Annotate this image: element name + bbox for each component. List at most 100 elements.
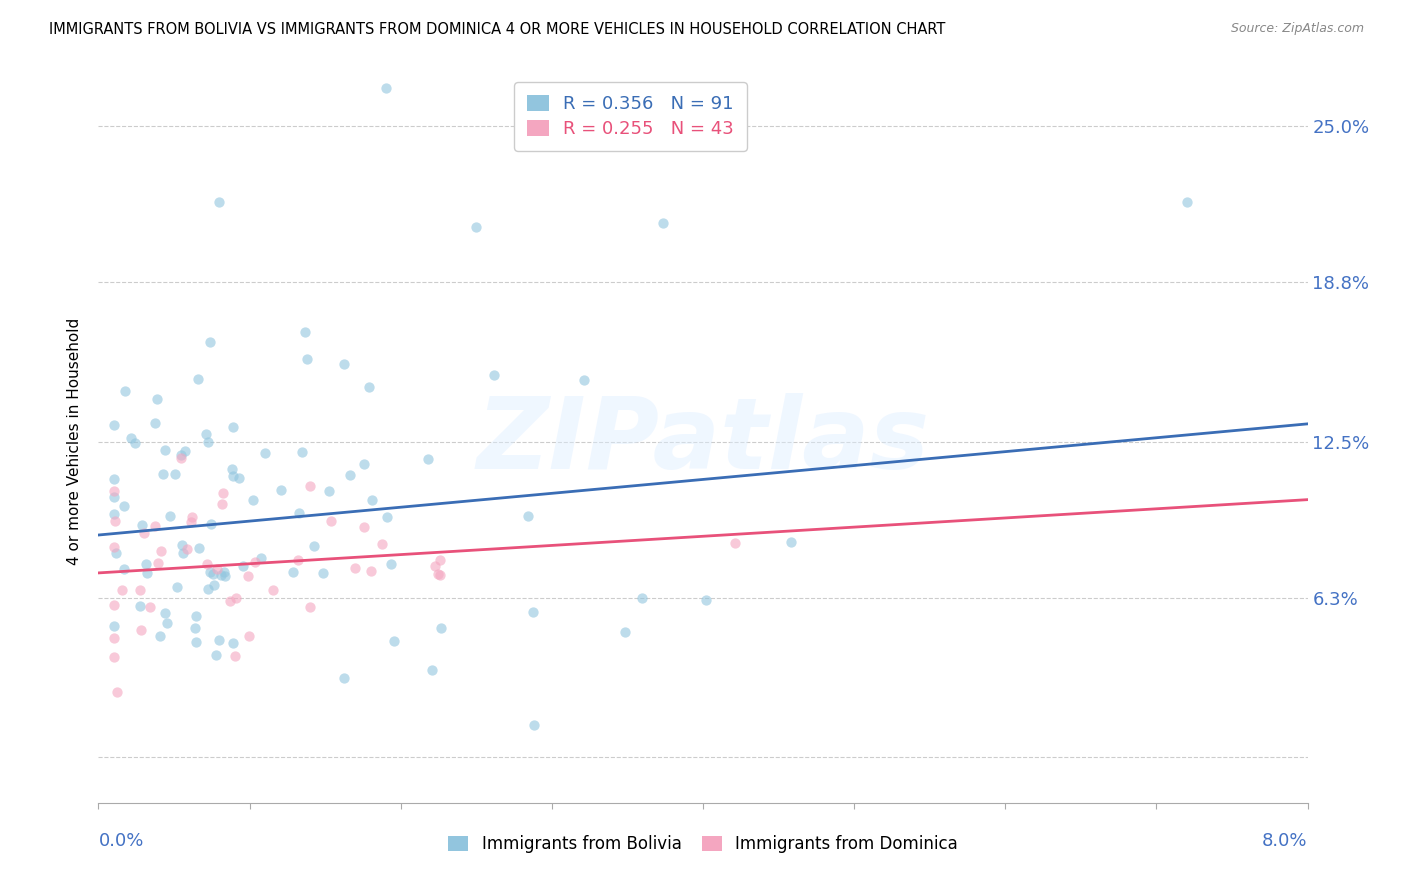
Point [357,379,380,393]
Point [360,493,382,508]
Point [238,569,260,583]
Point [218,594,240,608]
Legend: Immigrants from Bolivia, Immigrants from Dominica: Immigrants from Bolivia, Immigrants from… [441,828,965,860]
Point [188,541,211,556]
Point [224,648,246,663]
Point [197,434,219,449]
Point [311,566,333,581]
Point [103,417,125,432]
Point [170,448,193,462]
Point [724,535,747,549]
Text: Source: ZipAtlas.com: Source: ZipAtlas.com [1230,22,1364,36]
Point [112,499,135,513]
Point [465,219,488,234]
Point [221,420,243,434]
Point [1175,194,1198,209]
Point [120,431,142,445]
Point [208,633,231,648]
Point [181,510,204,524]
Text: 8.0%: 8.0% [1263,831,1308,850]
Point [288,506,311,520]
Point [318,483,340,498]
Point [382,634,405,648]
Point [143,416,166,430]
Point [103,484,125,499]
Point [214,569,236,583]
Point [339,468,361,483]
Point [166,580,188,594]
Point [250,551,273,566]
Point [184,609,207,624]
Point [651,216,673,230]
Point [103,619,125,633]
Point [418,451,440,466]
Point [104,545,127,559]
Point [172,537,194,551]
Point [779,535,801,549]
Point [105,685,128,699]
Point [238,629,260,643]
Point [523,718,546,732]
Point [295,352,318,367]
Text: IMMIGRANTS FROM BOLIVIA VS IMMIGRANTS FROM DOMINICA 4 OR MORE VEHICLES IN HOUSEH: IMMIGRANTS FROM BOLIVIA VS IMMIGRANTS FR… [49,22,946,37]
Point [222,469,245,483]
Point [211,497,233,511]
Point [184,621,207,635]
Point [205,648,228,663]
Point [103,649,125,664]
Point [262,583,284,598]
Point [253,446,276,460]
Point [333,357,356,371]
Point [572,373,595,387]
Point [112,562,135,576]
Point [202,578,225,592]
Point [332,671,354,685]
Point [291,444,314,458]
Point [152,467,174,481]
Point [129,624,152,638]
Point [425,559,447,574]
Point [429,568,451,582]
Point [228,471,250,485]
Point [156,615,179,630]
Point [281,565,304,579]
Point [200,517,222,532]
Point [422,663,444,677]
Point [103,472,125,486]
Text: 0.0%: 0.0% [98,831,143,850]
Point [149,629,172,643]
Point [374,80,396,95]
Point [360,564,382,578]
Point [353,457,375,471]
Point [212,486,235,500]
Point [131,518,153,533]
Point [132,525,155,540]
Point [319,514,342,528]
Point [104,514,127,528]
Point [225,591,247,605]
Point [163,467,186,482]
Point [155,443,177,458]
Point [299,599,322,614]
Point [176,541,198,556]
Point [103,598,125,612]
Point [114,384,136,399]
Point [136,566,159,580]
Point [201,567,224,582]
Point [103,507,125,521]
Point [242,492,264,507]
Point [287,552,309,566]
Point [198,334,221,349]
Text: ZIPatlas: ZIPatlas [477,393,929,490]
Point [344,561,367,575]
Point [522,605,544,619]
Point [222,636,245,650]
Point [304,539,326,553]
Y-axis label: 4 or more Vehicles in Household: 4 or more Vehicles in Household [67,318,83,566]
Point [195,557,218,571]
Point [129,599,152,613]
Point [184,635,207,649]
Point [353,520,375,534]
Point [103,540,125,554]
Point [174,443,197,458]
